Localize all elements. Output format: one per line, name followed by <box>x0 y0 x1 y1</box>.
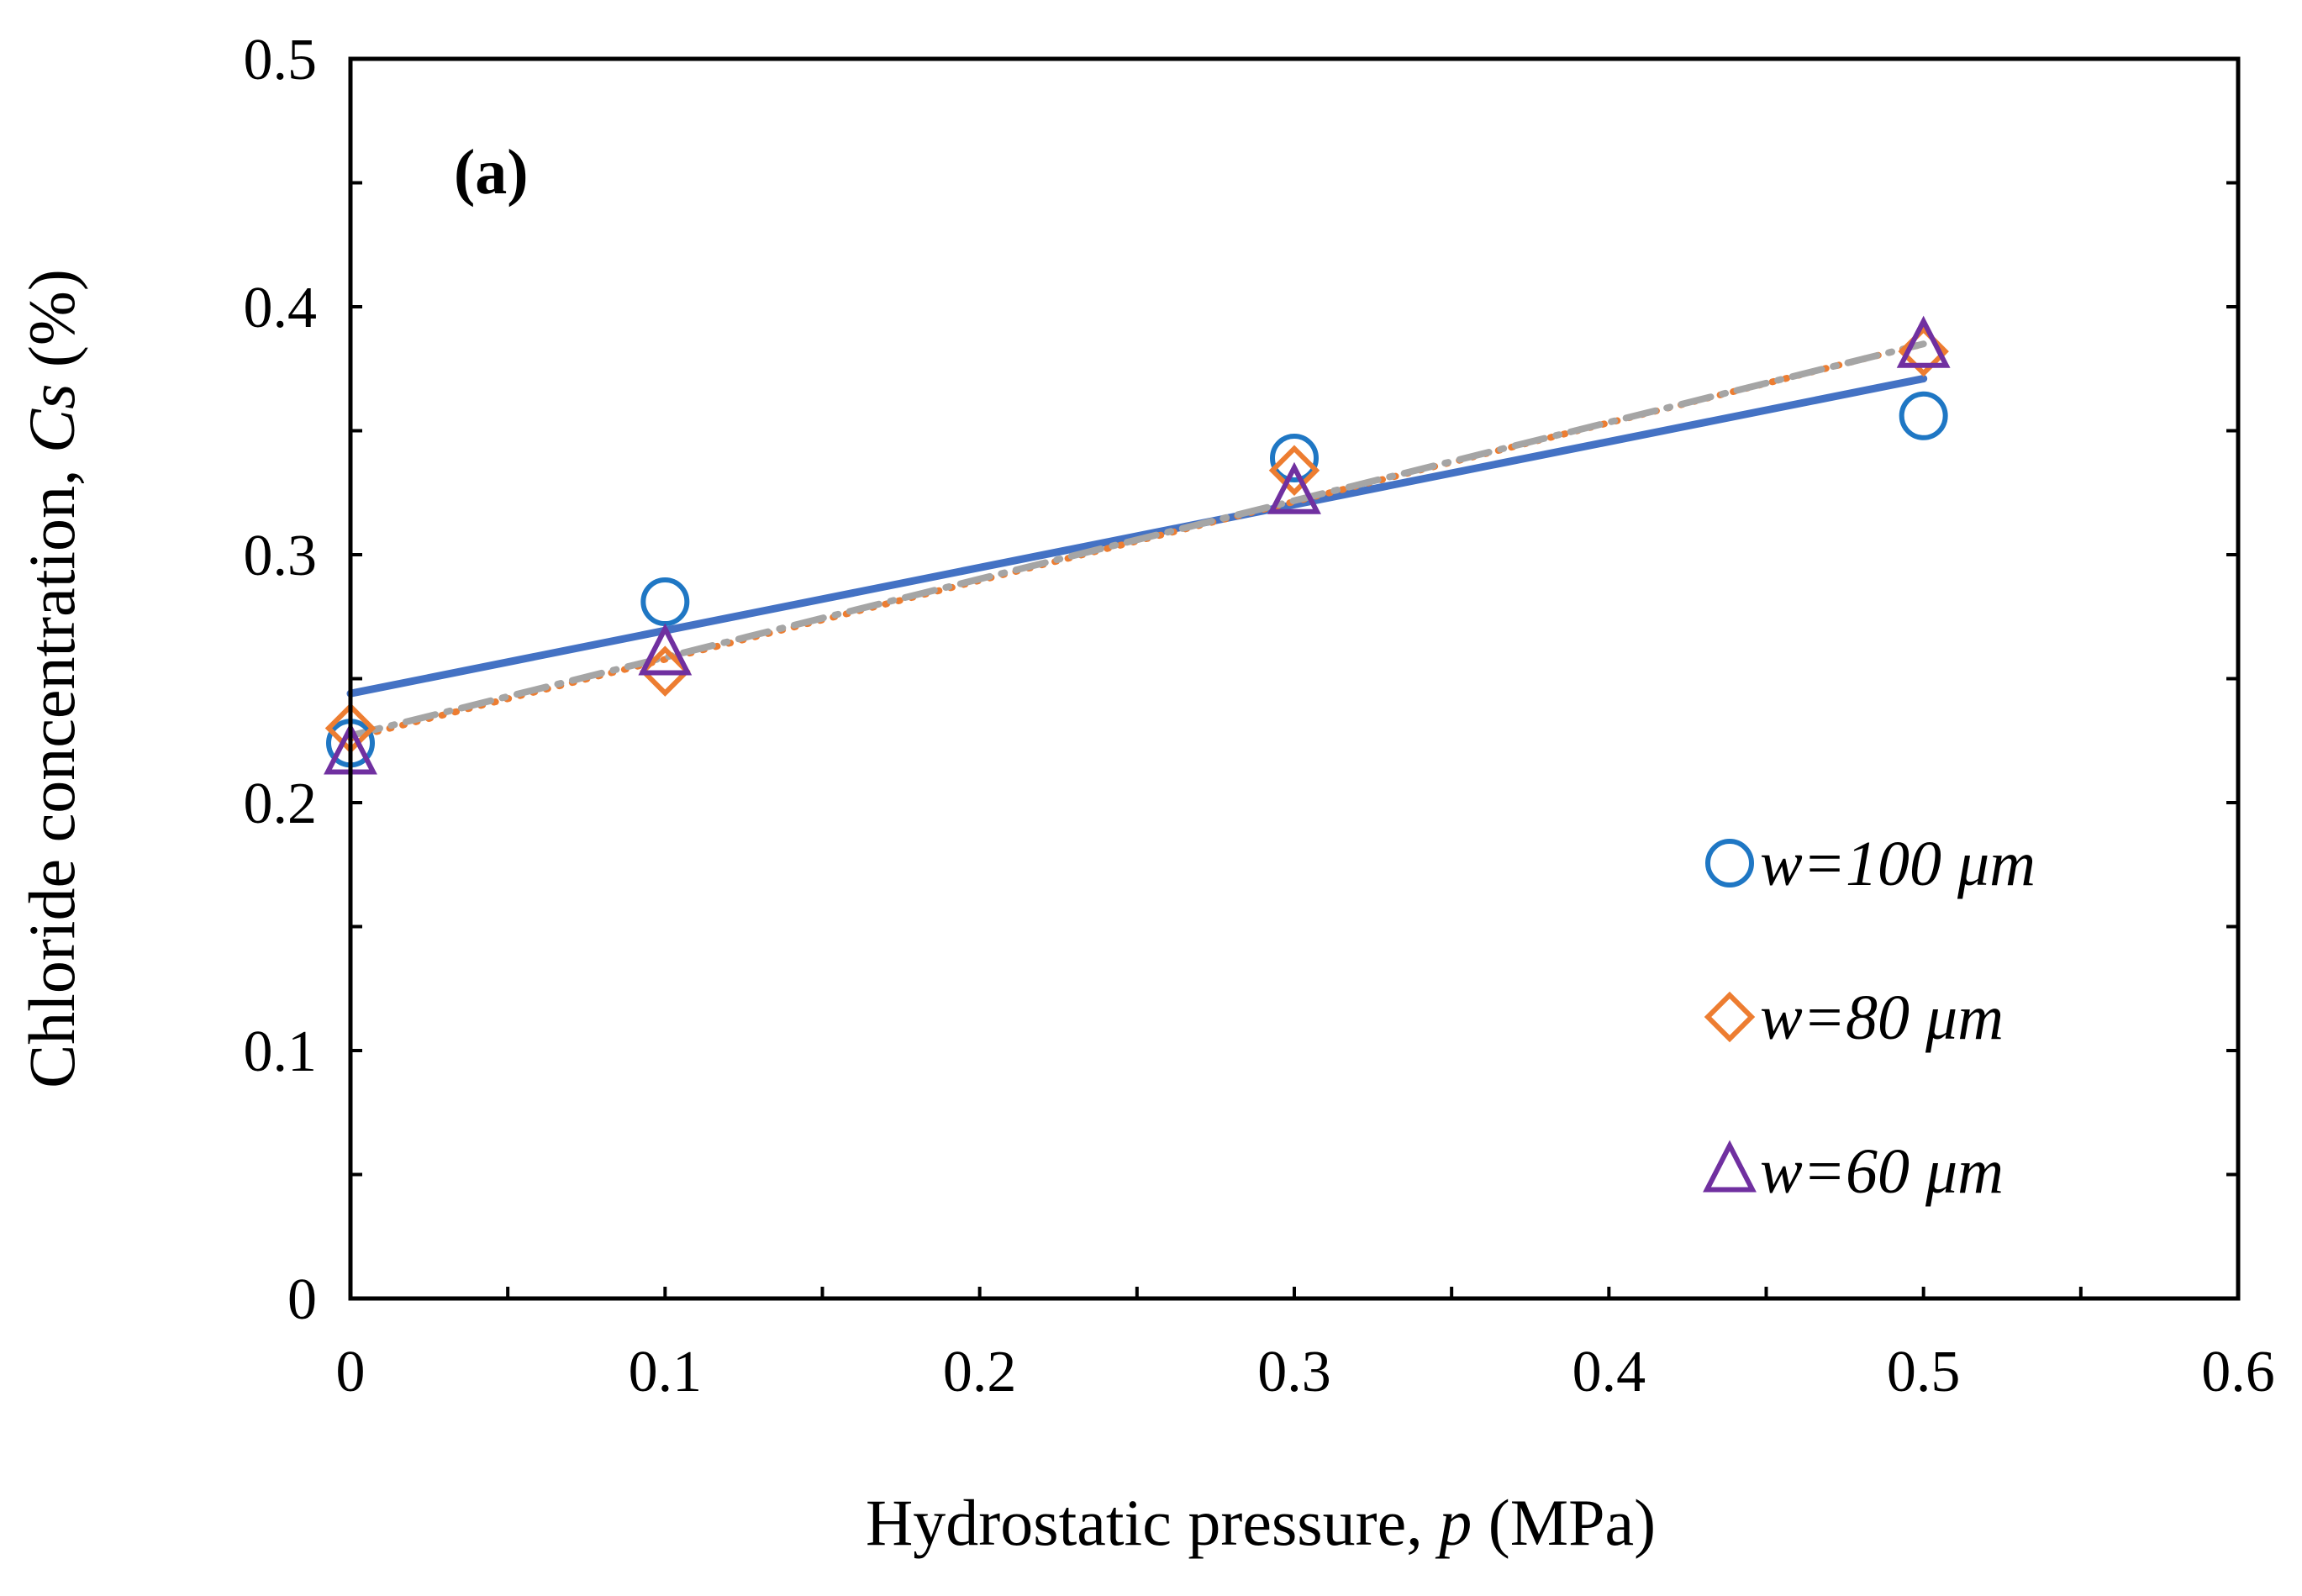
legend: w=100 μm w=80 μm w=60 μm <box>1703 829 2036 1207</box>
x-tick-label: 0.1 <box>629 1340 703 1404</box>
legend-label: w=80 μm <box>1760 982 2004 1053</box>
y-axis-title: Chloride concentration, Cs (%) <box>15 269 88 1088</box>
data-point-triangle <box>1896 315 1951 368</box>
data-points <box>324 315 1951 775</box>
y-axis-title-var: Cs <box>15 384 88 453</box>
axis-ticks <box>349 57 2240 1300</box>
x-axis-title-main: Hydrostatic pressure, <box>866 1486 1439 1559</box>
legend-marker-triangle <box>1703 1140 1757 1193</box>
x-tick-label: 0.5 <box>1887 1340 1961 1404</box>
legend-marker-circle <box>1705 839 1754 888</box>
legend-label: w=60 μm <box>1760 1136 2004 1207</box>
x-axis-title-unit: (MPa) <box>1472 1486 1656 1559</box>
x-tick-label: 0 <box>336 1340 366 1404</box>
data-point-circle <box>1270 433 1319 482</box>
y-axis-title-unit: (%) <box>15 269 88 383</box>
legend-marker-diamond <box>1704 991 1756 1043</box>
x-tick-label: 0.2 <box>943 1340 1017 1404</box>
x-tick-label: 0.3 <box>1257 1340 1331 1404</box>
trendlines <box>346 340 1928 742</box>
plot-frame <box>348 56 2241 1301</box>
trendline <box>347 340 1927 740</box>
y-axis-title-main: Chloride concentration, <box>15 453 88 1088</box>
panel-label: (a) <box>454 137 529 208</box>
x-axis-title: Hydrostatic pressure, p (MPa) <box>866 1486 1656 1559</box>
trendline <box>346 375 1928 698</box>
data-point-circle <box>640 577 690 627</box>
data-point-triangle <box>1267 461 1321 514</box>
legend-label: w=100 μm <box>1760 829 2036 899</box>
x-tick-label: 0.4 <box>1572 1340 1646 1404</box>
y-tick-label: 0 <box>287 1267 317 1332</box>
y-tick-label: 0.2 <box>244 772 318 836</box>
y-tick-label: 0.3 <box>244 524 318 588</box>
data-point-diamond <box>1268 445 1320 496</box>
data-point-diamond <box>640 645 691 697</box>
y-tick-label: 0.1 <box>244 1019 318 1084</box>
y-tick-label: 0.4 <box>244 276 318 340</box>
data-point-triangle <box>638 623 693 676</box>
tick-labels: 0 0.1 0.2 0.3 0.4 0.5 0.6 0 0.1 0.2 0.3 0.4 0.5 <box>244 28 2275 1404</box>
x-tick-label: 0.6 <box>2201 1340 2275 1404</box>
data-point-circle <box>1899 391 1948 440</box>
y-tick-label: 0.5 <box>244 28 318 92</box>
x-axis-title-var: p <box>1435 1486 1472 1559</box>
